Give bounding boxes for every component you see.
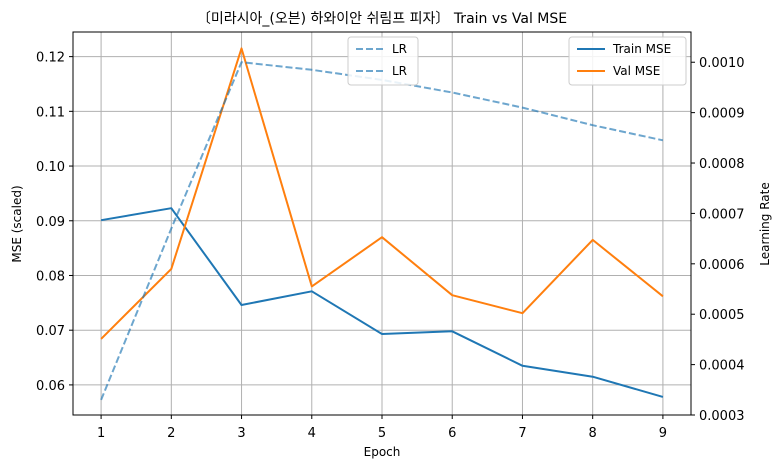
- x-tick-label: 7: [518, 426, 526, 441]
- x-tick-label: 8: [589, 426, 597, 441]
- x-ticks: 1 2 3 4 5 6 7 8 9: [97, 415, 667, 441]
- y2-tick-label: 0.0005: [699, 308, 745, 323]
- series-line-lr: [100, 61, 664, 401]
- legend-lr: LR LR: [347, 36, 419, 86]
- x-tick-label: 1: [97, 426, 105, 441]
- y2-tick-label: 0.0007: [699, 207, 745, 222]
- y2-tick-label: 0.0009: [699, 107, 745, 122]
- x-tick-label: 3: [237, 426, 245, 441]
- x-tick-label: 9: [659, 426, 667, 441]
- legend-mse: Train MSE Val MSE: [568, 36, 687, 86]
- series-line-val-mse: [100, 47, 664, 340]
- y-tick-label: 0.09: [36, 215, 65, 230]
- series-lines: [100, 47, 664, 401]
- y2-tick-label: 0.0003: [699, 409, 745, 424]
- legend-val-label: Val MSE: [613, 64, 660, 78]
- x-tick-label: 5: [378, 426, 386, 441]
- legend-lr-box: [347, 36, 419, 86]
- y2-tick-label: 0.0004: [699, 359, 745, 374]
- y2-tick-label: 0.0006: [699, 258, 745, 273]
- chart-title: 〔미라시아_(오븐) 하와이안 쉬림프 피자〕 Train vs Val MSE: [197, 11, 567, 27]
- y-tick-label: 0.08: [36, 269, 65, 284]
- y-tick-label: 0.12: [36, 51, 65, 66]
- x-tick-label: 4: [308, 426, 316, 441]
- y2-axis-label: Learning Rate: [758, 182, 772, 265]
- grid: [73, 32, 691, 415]
- y-tick-label: 0.11: [36, 105, 65, 120]
- y-tick-label: 0.10: [36, 160, 65, 175]
- y2-ticks: 0.0003 0.0004 0.0005 0.0006 0.0007 0.0008 0.00…: [691, 56, 745, 424]
- y-tick-label: 0.07: [36, 324, 65, 339]
- legend-lr-label-1: LR: [392, 42, 407, 56]
- y-tick-label: 0.06: [36, 379, 65, 394]
- x-tick-label: 2: [167, 426, 175, 441]
- series-line-train-mse: [100, 207, 664, 398]
- y-ticks: 0.06 0.07 0.08 0.09 0.10 0.11 0.12: [36, 51, 73, 394]
- y-axis-label: MSE (scaled): [10, 185, 24, 262]
- x-tick-label: 6: [448, 426, 456, 441]
- y2-tick-label: 0.0010: [699, 56, 745, 71]
- x-axis-label: Epoch: [364, 445, 401, 459]
- legend-lr-label-2: LR: [392, 64, 407, 78]
- legend-train-label: Train MSE: [612, 42, 671, 56]
- y2-tick-label: 0.0008: [699, 157, 745, 172]
